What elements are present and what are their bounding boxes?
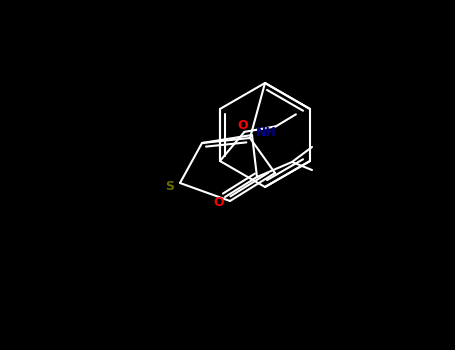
- Text: NH: NH: [256, 126, 277, 140]
- Text: O: O: [214, 196, 224, 210]
- Text: O: O: [237, 119, 248, 132]
- Text: S: S: [166, 181, 175, 194]
